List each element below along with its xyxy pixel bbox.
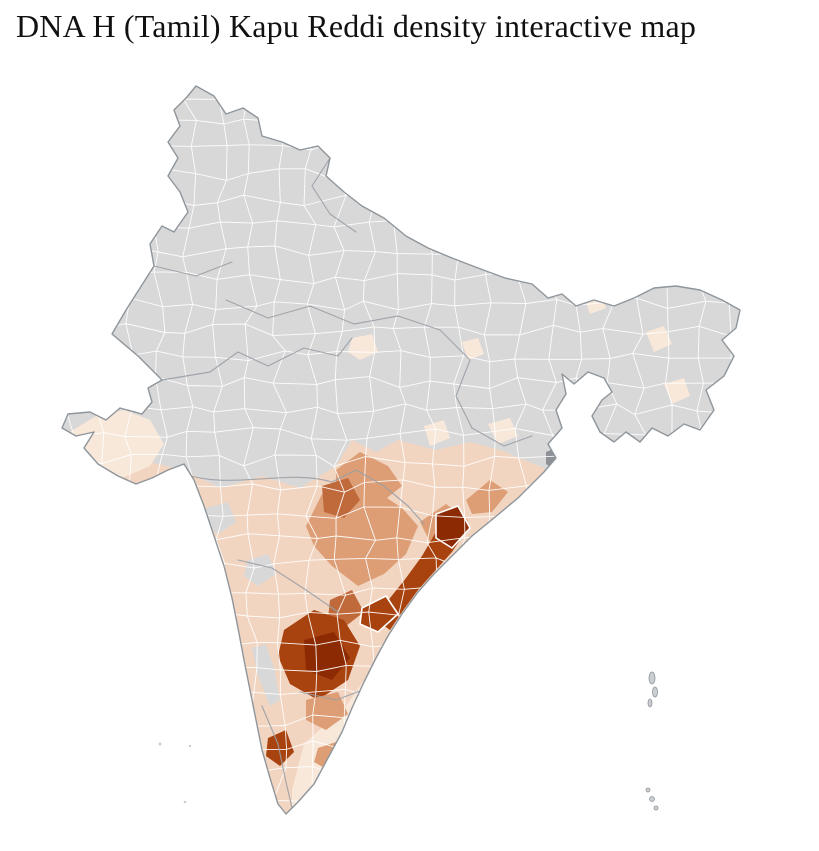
region-malwa-patch[interactable] bbox=[348, 334, 378, 360]
region-madurai-district[interactable] bbox=[266, 730, 294, 766]
region-assam-patch-1[interactable] bbox=[646, 326, 672, 352]
state-boundaries bbox=[153, 157, 533, 809]
region-assam-patch-2[interactable] bbox=[664, 378, 690, 404]
page-title: DNA H (Tamil) Kapu Reddi density interac… bbox=[16, 8, 697, 44]
andaman-nicobar-islands bbox=[645, 671, 659, 811]
region-karnataka-coast[interactable] bbox=[252, 644, 280, 706]
india-outline bbox=[61, 85, 741, 815]
region-karnataka-pocket-2[interactable] bbox=[244, 554, 276, 586]
region-chhattisgarh-patch[interactable] bbox=[424, 420, 450, 446]
west-coast-islets bbox=[158, 742, 192, 804]
region-telangana-core[interactable] bbox=[322, 478, 360, 518]
region-up-patch[interactable] bbox=[462, 338, 484, 360]
region-tn-interior[interactable] bbox=[306, 692, 348, 730]
region-odisha-south[interactable] bbox=[466, 480, 508, 514]
